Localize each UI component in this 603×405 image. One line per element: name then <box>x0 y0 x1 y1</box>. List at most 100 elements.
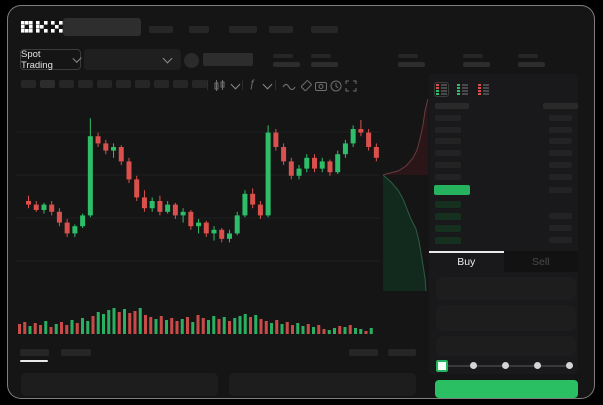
timeframe-button-5[interactable] <box>116 80 131 88</box>
bid-price-1[interactable] <box>435 213 461 220</box>
volume-bar <box>254 315 258 334</box>
indicators-icon[interactable]: ƒ <box>249 78 256 90</box>
price-field[interactable] <box>436 277 576 300</box>
clock-icon[interactable] <box>330 80 342 92</box>
timeframe-button-2[interactable] <box>59 80 74 88</box>
candle-body <box>49 204 55 212</box>
last-amount[interactable] <box>549 187 572 193</box>
total-field[interactable] <box>436 336 576 356</box>
volume-bar <box>354 328 357 334</box>
timeframe-button-4[interactable] <box>97 80 112 88</box>
candle-body <box>149 201 155 209</box>
candle-body <box>304 157 310 169</box>
timeframe-button-1[interactable] <box>40 80 55 88</box>
ob-toggle-combined-book[interactable] <box>434 82 449 97</box>
nav-item-0[interactable] <box>149 26 173 33</box>
slider-stop-2[interactable] <box>502 362 509 369</box>
ask-price-4[interactable] <box>435 161 461 168</box>
expand-icon[interactable] <box>345 80 357 92</box>
slider-stop-4[interactable] <box>566 362 573 369</box>
bid-price-2[interactable] <box>435 225 461 232</box>
ob-toggle-bids-only[interactable] <box>456 83 469 96</box>
bottom-tab-active[interactable] <box>20 349 49 356</box>
ob-header-price[interactable] <box>435 103 469 109</box>
ask-amount-0[interactable] <box>549 115 572 121</box>
bottom-action[interactable] <box>388 349 416 356</box>
ob-header-amount[interactable] <box>543 103 578 109</box>
nav-item-2[interactable] <box>229 26 257 33</box>
ask-amount-5[interactable] <box>549 173 572 180</box>
candle-body <box>72 226 78 234</box>
tab-buy[interactable]: Buy <box>429 251 504 272</box>
bid-amount-2[interactable] <box>549 225 572 231</box>
candle-style-icon[interactable] <box>214 80 226 91</box>
price-chart-canvas[interactable] <box>8 6 595 399</box>
divider <box>275 80 276 90</box>
timeframe-button-3[interactable] <box>78 80 93 88</box>
stat-label-0 <box>273 54 293 58</box>
volume-bar <box>343 327 347 334</box>
order-book[interactable] <box>431 101 578 249</box>
buy-submit-button[interactable] <box>435 380 578 398</box>
volume-bar <box>296 323 300 334</box>
timeframe-button-0[interactable] <box>21 80 36 88</box>
timeframe-button-9[interactable] <box>192 80 207 88</box>
eraser-icon[interactable] <box>300 80 312 92</box>
search-input[interactable] <box>63 18 141 36</box>
last-price-pill[interactable] <box>434 185 470 195</box>
volume-bar <box>170 318 174 334</box>
ask-price-3[interactable] <box>435 150 461 157</box>
slider-stop-3[interactable] <box>534 362 541 369</box>
volume-bar <box>154 319 158 334</box>
candle-body <box>327 161 333 173</box>
nav-item-4[interactable] <box>311 26 338 33</box>
volume-bar <box>91 316 95 334</box>
candle-body <box>366 132 372 147</box>
volume-bar <box>306 324 310 334</box>
volume-bar <box>123 309 126 334</box>
bid-price-3[interactable] <box>435 237 461 244</box>
ask-amount-1[interactable] <box>549 126 572 133</box>
depth-bids-area <box>383 175 426 291</box>
ask-price-1[interactable] <box>435 126 461 133</box>
slider-handle[interactable] <box>436 360 448 372</box>
candle-body <box>234 215 240 234</box>
slider-stop-1[interactable] <box>470 362 477 369</box>
trading-pair-dropdown[interactable] <box>84 49 181 70</box>
bottom-panel-right <box>229 373 416 396</box>
sell-tab-label: Sell <box>531 255 550 268</box>
ob-toggle-mark <box>478 90 481 92</box>
bid-amount-3[interactable] <box>549 237 572 243</box>
ask-amount-2[interactable] <box>549 138 572 145</box>
ob-toggle-line <box>462 93 468 95</box>
candle-body <box>95 136 101 144</box>
volume-bar <box>107 310 111 334</box>
timeframe-button-8[interactable] <box>173 80 188 88</box>
bid-price-0[interactable] <box>435 201 461 208</box>
candle-body <box>33 204 39 210</box>
bottom-action[interactable] <box>349 349 378 356</box>
timeframe-button-7[interactable] <box>154 80 169 88</box>
ob-toggle-line <box>483 93 489 95</box>
ask-price-0[interactable] <box>435 115 461 121</box>
nav-item-1[interactable] <box>189 26 209 33</box>
depth-bids-line <box>382 174 427 292</box>
amount-field[interactable] <box>436 305 576 331</box>
tab-sell[interactable]: Sell <box>503 251 578 272</box>
market-type-dropdown[interactable]: Spot Trading <box>20 49 82 71</box>
timeframe-button-6[interactable] <box>135 80 150 88</box>
nav-item-3[interactable] <box>269 26 293 33</box>
volume-bar <box>207 320 210 334</box>
ask-amount-4[interactable] <box>549 161 572 168</box>
volume-bar <box>333 328 336 334</box>
ask-price-2[interactable] <box>435 138 461 145</box>
divider <box>242 80 243 90</box>
ask-amount-3[interactable] <box>549 150 572 157</box>
line-tools-icon[interactable] <box>282 82 296 90</box>
bid-amount-1[interactable] <box>549 213 572 219</box>
ob-toggle-asks-only[interactable] <box>477 83 490 96</box>
bottom-tab[interactable] <box>61 349 91 356</box>
ask-price-5[interactable] <box>435 173 461 180</box>
camera-icon[interactable] <box>315 80 327 92</box>
volume-bar <box>70 320 74 334</box>
